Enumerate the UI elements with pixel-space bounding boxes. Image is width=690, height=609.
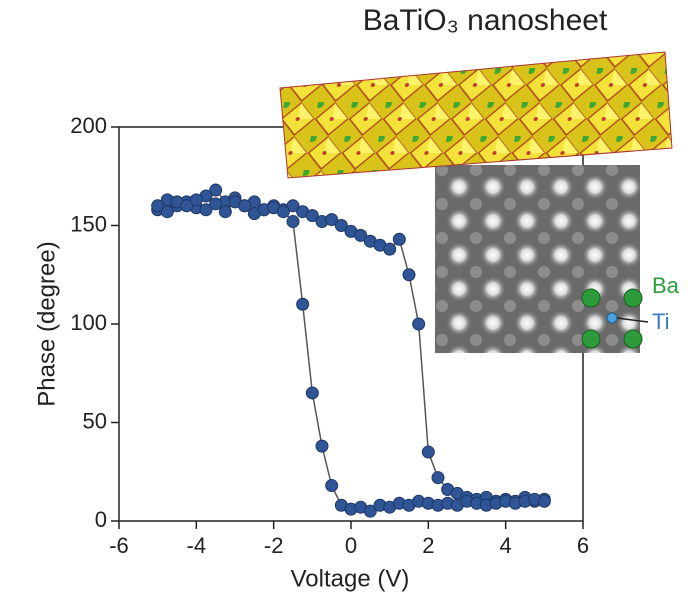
data-point: [180, 199, 194, 213]
x-axis-label: Voltage (V): [291, 565, 410, 592]
ti-atom: [606, 312, 618, 324]
data-point: [334, 219, 348, 232]
x-tick-label: 6: [577, 533, 589, 558]
ti-pointer: [616, 317, 649, 323]
plot-area: 0 50 100 150 200 -6 -4 -2 0 2 4 6: [70, 113, 589, 558]
data-point: [209, 183, 223, 197]
x-tick-label: -4: [187, 533, 207, 558]
ba-atom: [581, 288, 601, 308]
y-tick-label: 100: [70, 310, 107, 335]
data-point: [286, 215, 300, 229]
x-tick-label: -6: [109, 533, 129, 558]
x-tick-label: 4: [500, 533, 512, 558]
chart-title: BaTiO₃ nanosheet: [363, 4, 608, 37]
data-point: [296, 297, 310, 311]
data-point: [238, 199, 252, 213]
data-point: [402, 268, 416, 282]
data-point: [189, 193, 203, 207]
y-tick-label: 0: [95, 507, 107, 532]
data-point: [151, 199, 165, 213]
y-tick-label: 150: [70, 211, 107, 236]
data-point: [431, 471, 445, 485]
data-point: [209, 197, 223, 211]
annotation-ti: Ti: [652, 309, 670, 334]
ba-atom: [623, 288, 643, 308]
data-point: [392, 232, 406, 246]
data-point: [286, 199, 300, 213]
data-point: [325, 213, 339, 227]
annotation-ba: Ba: [652, 273, 680, 298]
data-point: [305, 386, 319, 400]
insets: Ba Ti: [279, 51, 680, 353]
data-point: [160, 205, 174, 219]
stem-image: [435, 165, 640, 353]
x-tick-label: 2: [422, 533, 434, 558]
y-tick-label: 50: [83, 408, 107, 433]
data-point: [383, 242, 397, 256]
ba-atom: [623, 329, 643, 349]
data-point: [363, 504, 377, 518]
y-axis-label: Phase (degree): [33, 241, 60, 406]
data-point: [199, 203, 213, 217]
ba-atom: [581, 329, 601, 349]
x-tick-label: 0: [345, 533, 357, 558]
data-point: [315, 439, 329, 453]
data-point: [537, 494, 551, 508]
data-point: [354, 228, 368, 242]
data-point: [276, 205, 290, 219]
data-point: [218, 205, 232, 219]
data-point: [421, 445, 435, 459]
x-tick-label: -2: [264, 533, 284, 558]
data-point: [325, 479, 339, 493]
data-point: [412, 317, 426, 331]
y-tick-label: 200: [70, 113, 107, 138]
data-point: [305, 209, 319, 223]
crystal-structure: [279, 51, 673, 179]
